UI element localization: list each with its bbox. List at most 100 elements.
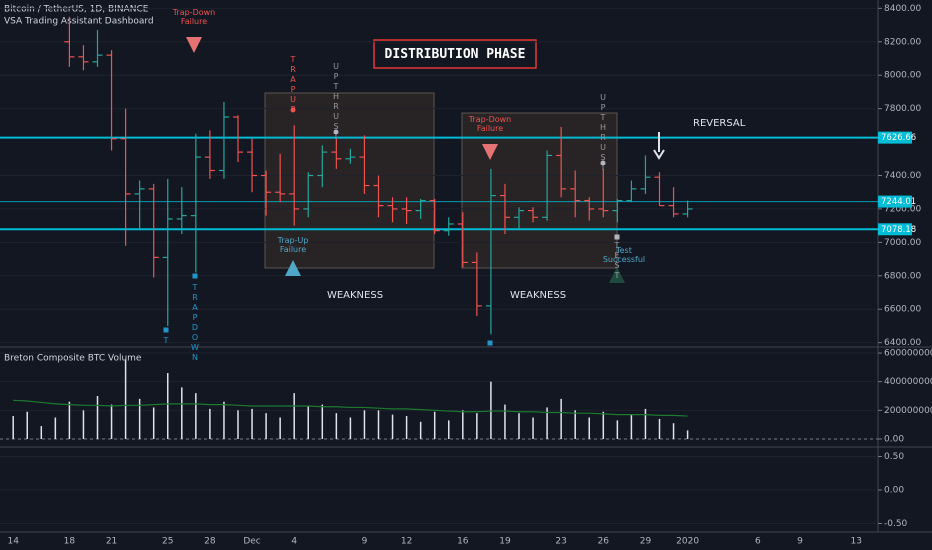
level-label: 7078.18 (881, 225, 916, 235)
volume-bar (504, 404, 506, 439)
volume-bar (293, 393, 295, 439)
volume-bar (658, 418, 661, 439)
x-tick-label: 26 (598, 537, 610, 547)
annotation-line: Test (615, 246, 632, 255)
annotation-line: DISTRIBUTION PHASE (385, 47, 526, 62)
volume-bar (574, 410, 576, 439)
volume-bar (82, 410, 85, 439)
y-tick-label: 8400.00 (884, 4, 921, 14)
volume-bar (560, 398, 562, 439)
y-tick-label: 2000000000.00 (884, 406, 932, 416)
signal-square (192, 273, 198, 279)
y-tick-label: 8200.00 (884, 37, 921, 47)
signal-square (163, 327, 169, 333)
y-tick-label: 0.00 (884, 434, 904, 444)
volume-bar (476, 413, 478, 439)
annotation-line: WEAKNESS (510, 290, 566, 301)
volume-bar (335, 413, 338, 439)
annotation: Trap-Up Failure (277, 236, 309, 254)
level-label-bg (878, 223, 912, 236)
volume-bar (195, 393, 197, 439)
volume-bar (54, 417, 57, 439)
volume-bar (490, 381, 492, 439)
volume-bar (167, 373, 169, 439)
volume-bar (462, 410, 464, 439)
x-tick-label: 16 (457, 537, 469, 547)
volume-bar (223, 401, 225, 439)
volume-bar (532, 417, 534, 439)
volume-bar (307, 406, 309, 439)
x-tick-label: 9 (797, 537, 803, 547)
level-label: 7626.66 (881, 133, 916, 143)
level-label-bg (878, 131, 912, 144)
annotation-line: Failure (477, 124, 503, 133)
volume-bar (96, 395, 99, 439)
vertical-label: TEST (613, 241, 622, 281)
volume-bar (68, 401, 71, 439)
phase-box (264, 92, 435, 269)
volume-bar (644, 408, 647, 439)
annotation: WEAKNESS (327, 290, 383, 301)
volume-bar (124, 360, 127, 439)
level-label-bg (878, 195, 912, 208)
x-tick-label: Dec (243, 537, 260, 547)
x-tick-label: 25 (162, 537, 173, 547)
volume-bar (237, 410, 239, 439)
x-tick-label: 29 (640, 537, 652, 547)
volume-bar (546, 407, 548, 439)
vertical-label: TRAPUP (289, 55, 298, 115)
annotation: DISTRIBUTION PHASE (385, 47, 526, 62)
signal-dot (600, 160, 606, 166)
signal-dot (333, 129, 339, 135)
y-tick-label: 7800.00 (884, 104, 921, 114)
volume-bar (602, 411, 605, 439)
volume-bar (40, 426, 43, 439)
y-tick-label: 6600.00 (884, 305, 921, 315)
volume-bar (616, 420, 619, 439)
x-tick-label: 21 (106, 537, 117, 547)
phase-box (461, 112, 618, 269)
phase-title-box (373, 39, 537, 69)
annotation-line: WEAKNESS (327, 290, 383, 301)
annotation-line: Trap-Up (277, 236, 309, 245)
x-tick-label: 28 (204, 537, 216, 547)
volume-title: Breton Composite BTC Volume (4, 354, 142, 364)
volume-bar (279, 417, 281, 439)
y-tick-label: 6000000000.00 (884, 349, 932, 359)
signal-marker (609, 267, 625, 283)
volume-average (13, 399, 688, 417)
y-tick-label: 4000000000.00 (884, 377, 932, 387)
annotation-line: REVERSAL (693, 118, 746, 129)
volume-bar (265, 413, 267, 439)
volume-bar (26, 411, 28, 439)
signal-square (614, 234, 620, 240)
signal-marker (482, 144, 498, 160)
volume-bar (391, 414, 394, 439)
symbol-title: Bitcoin / TetherUS, 1D, BINANCE (4, 5, 149, 15)
vertical-label: TRAPDOWN (190, 283, 199, 363)
x-tick-label: 6 (755, 537, 761, 547)
annotation: Trap-Down Failure (468, 115, 512, 133)
signal-marker (186, 37, 202, 53)
volume-bar (209, 408, 211, 439)
volume-bar (405, 416, 408, 439)
indicator-title: VSA Trading Assistant Dashboard (4, 17, 154, 27)
volume-bar (152, 407, 155, 439)
annotation-line: Failure (181, 17, 207, 26)
x-tick-label: 4 (291, 537, 297, 547)
y-tick-label: 0.50 (884, 452, 904, 462)
level-label: 7244.01 (881, 197, 916, 207)
reversal-arrow (653, 132, 665, 160)
signal-marker (285, 260, 301, 276)
volume-bar (419, 421, 422, 439)
vertical-label: T (162, 336, 171, 346)
volume-bar (12, 416, 14, 439)
volume-bar (630, 414, 633, 439)
annotation: WEAKNESS (510, 290, 566, 301)
annotation: REVERSAL (693, 118, 746, 129)
signal-square (487, 340, 493, 346)
x-tick-label: 13 (850, 537, 861, 547)
y-tick-label: 7200.00 (884, 204, 921, 214)
volume-bar (377, 410, 380, 439)
